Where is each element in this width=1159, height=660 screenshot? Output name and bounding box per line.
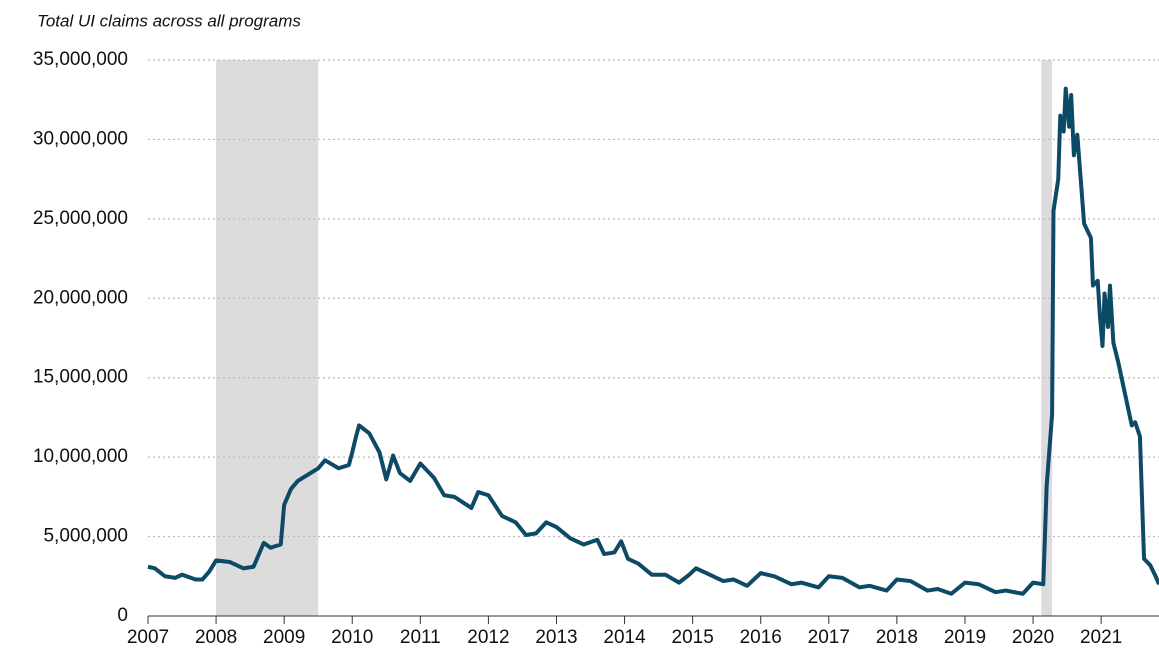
x-tick-label: 2018 <box>876 627 918 648</box>
x-tick-label: 2014 <box>603 627 646 648</box>
x-tick-label: 2012 <box>467 627 509 648</box>
x-tick-label: 2013 <box>535 627 577 648</box>
recession-band <box>1041 60 1053 616</box>
y-tick-label: 30,000,000 <box>33 128 128 149</box>
x-tick-label: 2015 <box>672 627 714 648</box>
x-tick-label: 2007 <box>127 627 169 648</box>
x-tick-label: 2020 <box>1012 627 1054 648</box>
x-tick-label: 2021 <box>1080 627 1122 648</box>
x-tick-label: 2010 <box>331 627 373 648</box>
x-tick-label: 2017 <box>808 627 850 648</box>
x-tick-label: 2011 <box>400 627 441 648</box>
x-tick-label: 2019 <box>944 627 986 648</box>
y-tick-label: 20,000,000 <box>33 287 128 308</box>
line-series <box>147 86 1159 596</box>
y-tick-label: 15,000,000 <box>33 367 128 388</box>
y-tick-label: 0 <box>117 605 128 626</box>
recession-band <box>216 60 319 616</box>
x-tick-label: 2008 <box>195 627 237 648</box>
y-tick-label: 5,000,000 <box>43 526 128 547</box>
chart-subtitle: Total UI claims across all programs <box>37 11 301 30</box>
y-tick-label: 25,000,000 <box>33 208 128 229</box>
y-tick-label: 10,000,000 <box>33 446 128 467</box>
x-tick-label: 2009 <box>263 627 305 648</box>
x-tick-label: 2016 <box>740 627 782 648</box>
y-tick-label: 35,000,000 <box>33 49 128 70</box>
